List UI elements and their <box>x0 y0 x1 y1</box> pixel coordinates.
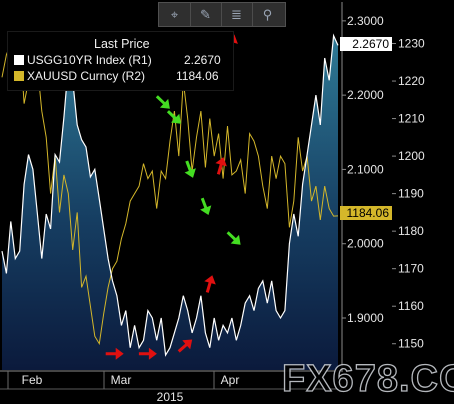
annotation-arrow-1 <box>105 347 124 360</box>
legend-last-r1: 2.2670 <box>184 53 221 67</box>
annotation-arrow-5 <box>215 157 227 175</box>
annotation-arrow-4 <box>204 275 216 293</box>
legend-swatch-r2 <box>14 71 24 81</box>
r2-tick-label-1: 1230 <box>398 37 425 51</box>
r1-tick-label-1: 2.3000 <box>347 14 384 28</box>
magnifier-icon[interactable]: ⚲ <box>262 7 273 22</box>
legend-entry-r1: USGG10YR Index (R1) <box>14 53 152 67</box>
list-icon[interactable]: ≣ <box>221 3 253 26</box>
x-tick-label-3: Apr <box>221 373 240 387</box>
r2-tick-label-8: 1160 <box>398 299 424 313</box>
last-value-tag-r2: 1184.06 <box>340 206 392 220</box>
xauusd-line <box>1 35 339 346</box>
legend-swatch-r1 <box>14 55 24 65</box>
annotation-arrow-9 <box>166 110 181 124</box>
year-label: 2015 <box>157 390 184 404</box>
x-tick-label-2: Mar <box>111 373 132 387</box>
usgg10yr-line <box>1 33 339 357</box>
legend-name-r2: XAUUSD Curncy (R2) <box>27 69 146 83</box>
r2-tick-label-3: 1210 <box>398 112 425 126</box>
annotation-arrow-11 <box>200 197 212 215</box>
r1-tick-label-4: 2.0000 <box>347 237 384 251</box>
legend-last-r2: 1184.06 <box>176 69 219 83</box>
watermark-text: FX678.COM <box>281 357 454 400</box>
last-value-tag-r1: 2.2670 <box>340 37 392 51</box>
crosshair-icon[interactable]: ⌖ <box>159 3 191 26</box>
legend-entry-r2: XAUUSD Curncy (R2) <box>14 69 145 83</box>
annotation-arrow-12 <box>226 231 241 245</box>
r2-tick-label-4: 1200 <box>398 149 425 163</box>
r1-tick-label-5: 1.9000 <box>347 311 384 325</box>
annotation-arrow-2 <box>138 347 157 360</box>
annotation-arrow-10 <box>184 160 196 178</box>
r2-tick-label-5: 1190 <box>398 187 424 201</box>
x-tick-label-1: Feb <box>22 373 43 387</box>
annotation-arrow-3 <box>177 339 193 353</box>
bottom-axis-panel <box>0 370 339 404</box>
r1-tick-label-3: 2.1000 <box>347 162 384 176</box>
r2-tick-label-6: 1180 <box>398 224 424 238</box>
series-lines-layer <box>1 33 339 357</box>
pencil-icon[interactable]: ✎ <box>190 3 222 26</box>
r1-area-fill <box>2 35 338 370</box>
chart-toolbar: ⌖ ✎ ≣ ⚲ <box>158 2 286 27</box>
r2-tick-label-7: 1170 <box>398 262 424 276</box>
right-axis-panel <box>339 0 454 404</box>
r1-area-layer <box>2 35 338 370</box>
legend-header: Last Price <box>94 37 150 51</box>
chart-legend: Last Price USGG10YR Index (R1) 2.2670 XA… <box>7 31 234 91</box>
r2-tick-label-9: 1150 <box>398 337 424 351</box>
legend-name-r1: USGG10YR Index (R1) <box>27 53 152 67</box>
r1-tick-label-2: 2.2000 <box>347 88 384 102</box>
r2-tick-label-2: 1220 <box>398 74 425 88</box>
annotation-arrow-8 <box>155 95 170 109</box>
